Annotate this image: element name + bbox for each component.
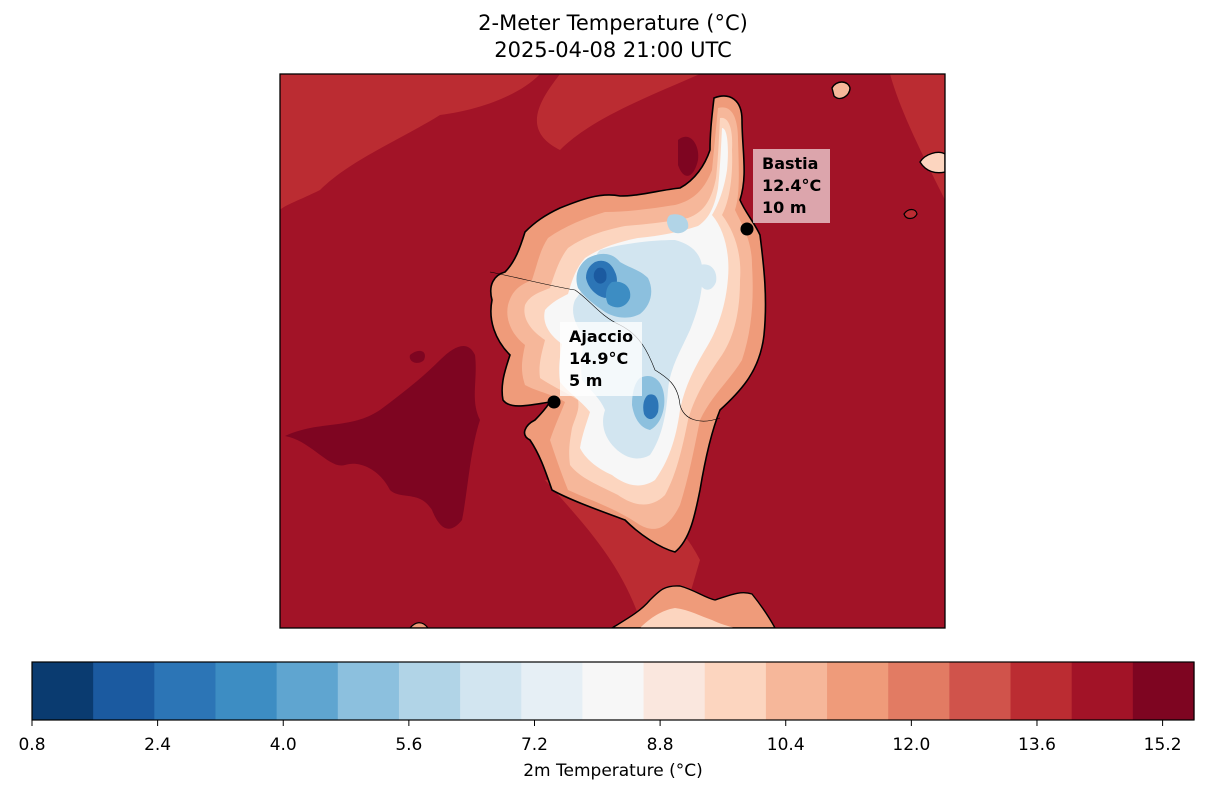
station-elevation: 5 m (569, 371, 603, 390)
station-marker-ajaccio[interactable] (547, 395, 561, 409)
colorbar-segment (398, 662, 461, 720)
island-capraia (831, 81, 851, 100)
colorbar-segment (460, 662, 522, 720)
island-elba (919, 151, 945, 174)
title-line-2: 2025-04-08 21:00 UTC (494, 38, 732, 62)
sea-hot-patch (285, 345, 480, 529)
colorbar-segment (1071, 662, 1134, 720)
colorbar-tick-label: 13.6 (1018, 735, 1056, 755)
station-name: Bastia (762, 154, 819, 173)
colorbar-segment (1010, 662, 1073, 720)
colorbar-segment (337, 662, 400, 720)
colorbar-segment (521, 662, 584, 720)
colorbar-tick-label: 12.0 (892, 735, 931, 755)
map-frame (279, 73, 946, 629)
colorbar-segment (215, 662, 278, 720)
colorbar-segment (765, 662, 828, 720)
colorbar-segment (1132, 662, 1195, 720)
colorbar-segment (582, 662, 645, 720)
station-temperature: 12.4°C (762, 176, 822, 195)
colorbar-tick-label: 10.4 (766, 735, 805, 755)
colorbar-segment (154, 662, 217, 720)
colorbar-segment (949, 662, 1012, 720)
colorbar (31, 661, 1195, 726)
colorbar-tick-label: 0.8 (18, 735, 46, 755)
colorbar-segment (93, 662, 155, 720)
colorbar-segment (888, 662, 950, 720)
station-marker-bastia[interactable] (740, 222, 754, 236)
sea-band-north (280, 74, 540, 210)
colorbar-tick-label: 7.2 (520, 735, 549, 755)
colorbar-segment (643, 662, 706, 720)
station-label-bastia: Bastia 12.4°C 10 m (753, 149, 831, 223)
corsica-coastline (489, 95, 767, 553)
station-name: Ajaccio (569, 327, 634, 346)
island-pianosa (903, 208, 918, 220)
map-title: 2-Meter Temperature (°C) 2025-04-08 21:0… (0, 10, 1209, 64)
colorbar-tick-label: 8.8 (646, 735, 674, 755)
colorbar-tick-label: 15.2 (1143, 735, 1182, 755)
station-label-ajaccio: Ajaccio 14.9°C 5 m (560, 322, 643, 396)
colorbar-frame (31, 661, 1195, 721)
station-temperature: 14.9°C (569, 349, 629, 368)
sea-band-south (545, 470, 700, 628)
colorbar-segment (32, 662, 94, 720)
cap-corse-patch (678, 136, 699, 176)
sea-band-north-2 (536, 74, 700, 150)
station-elevation: 10 m (762, 198, 807, 217)
colorbar-label: 2m Temperature (°C) (523, 761, 703, 781)
colorbar-tick-label: 2.4 (144, 735, 172, 755)
colorbar-tick-label: 5.6 (395, 735, 423, 755)
title-line-1: 2-Meter Temperature (°C) (478, 11, 748, 35)
mountain-cold-2 (643, 394, 659, 420)
map-plot-area (280, 74, 945, 628)
colorbar-tick-label: 4.0 (269, 735, 297, 755)
colorbar-segment (276, 662, 339, 720)
colorbar-segment (827, 662, 889, 720)
colorbar-segment (704, 662, 767, 720)
